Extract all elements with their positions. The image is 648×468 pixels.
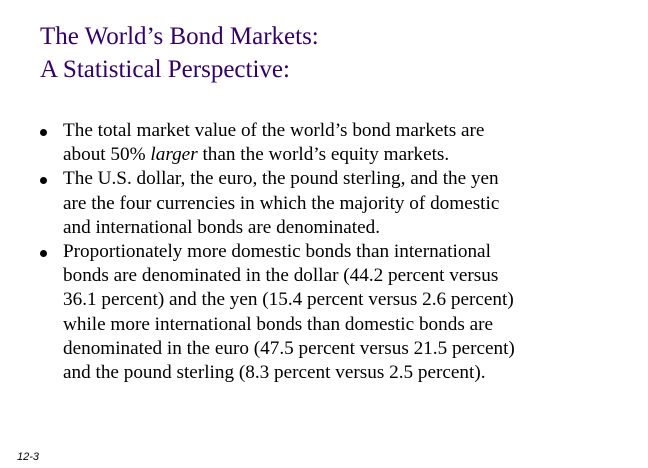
slide-title-line-1: The World’s Bond Markets: (40, 23, 319, 50)
emphasis-text: larger (150, 144, 198, 166)
bullet-line: denominated in the euro (47.5 percent ve… (63, 337, 515, 359)
bullet-line: bonds are denominated in the dollar (44.… (63, 265, 499, 287)
bullet-line: and international bonds are denominated. (63, 216, 381, 238)
bullet-line: while more international bonds than dome… (63, 313, 494, 335)
bullet-line: The U.S. dollar, the euro, the pound ste… (63, 168, 499, 190)
bullet-dot-icon (40, 250, 47, 258)
bullet-item: The U.S. dollar, the euro, the pound ste… (40, 167, 620, 240)
bullet-line: are the four currencies in which the maj… (63, 192, 500, 214)
bullet-item: The total market value of the world’s bo… (40, 119, 620, 167)
bullet-line: Proportionately more domestic bonds than… (63, 241, 491, 263)
bullet-list: The total market value of the world’s bo… (40, 119, 620, 385)
bullet-line: about 50% larger than the world’s equity… (63, 143, 620, 167)
slide-title: The World’s Bond Markets: A Statistical … (40, 20, 319, 86)
bullet-line-text: about 50% (63, 144, 151, 166)
bullet-line: 36.1 percent) and the yen (15.4 percent … (63, 289, 514, 311)
slide-title-line-2: A Statistical Perspective: (40, 56, 290, 83)
bullet-text: Proportionately more domestic bonds than… (63, 240, 620, 385)
bullet-line: The total market value of the world’s bo… (63, 120, 485, 141)
bullet-item: Proportionately more domestic bonds than… (40, 240, 620, 385)
slide-number: 12-3 (17, 451, 40, 463)
bullet-line: and the pound sterling (8.3 percent vers… (63, 362, 486, 384)
bullet-line-text: than the world’s equity markets. (197, 144, 450, 166)
bullet-dot-icon (40, 129, 47, 136)
bullet-text: The U.S. dollar, the euro, the pound ste… (63, 167, 620, 240)
bullet-dot-icon (40, 177, 47, 185)
bullet-text: The total market value of the world’s bo… (63, 119, 620, 167)
